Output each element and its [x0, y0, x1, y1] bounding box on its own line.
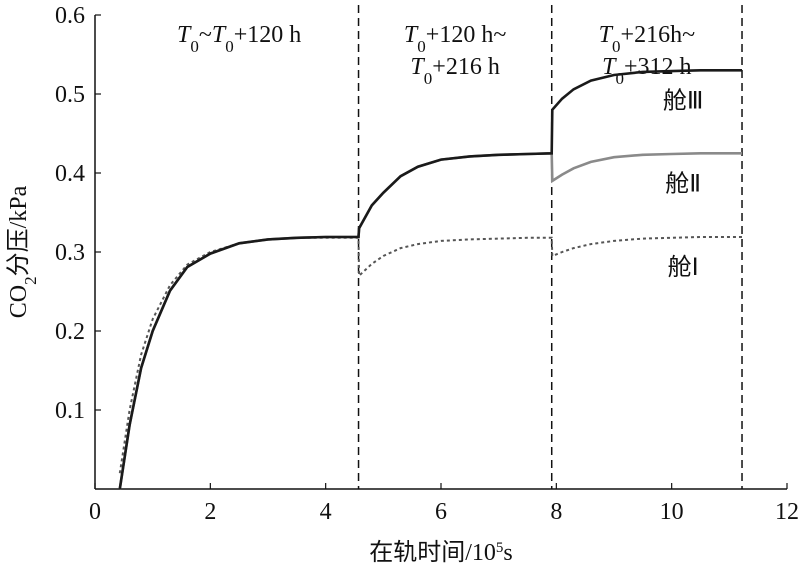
text-part: 0 [424, 69, 433, 88]
text-part: 0 [225, 37, 234, 56]
text-part: 2 [21, 276, 40, 285]
y-tick-label: 0.1 [55, 398, 85, 424]
text-part: 0 [190, 37, 199, 56]
text-part: 0 [417, 37, 426, 56]
phase-label: T0+312 h [602, 54, 691, 88]
series-label: 舱Ⅲ [663, 86, 704, 114]
text-part: +216 h [432, 54, 500, 80]
text-part: ~ [199, 22, 212, 48]
text-part: 在轨时间/10 [369, 539, 496, 566]
y-axis-label: CO2分压/kPa [5, 185, 40, 318]
text-part: T [212, 22, 227, 48]
phase-label: T0+120 h~ [404, 22, 506, 56]
x-tick-label: 10 [660, 499, 684, 525]
series-label: 舱Ⅱ [665, 169, 701, 197]
text-part: +120 h~ [426, 22, 507, 48]
y-tick-label: 0.2 [55, 319, 85, 345]
text-part: T [602, 54, 617, 80]
y-tick-label: 0.6 [55, 3, 85, 29]
text-part: 0 [616, 69, 625, 88]
text-part: +120 h [234, 22, 302, 48]
x-tick-label: 0 [89, 499, 101, 525]
phase-label: T0~T0+120 h [177, 22, 301, 56]
series-line [118, 69, 742, 490]
x-tick-label: 6 [435, 499, 447, 525]
x-tick-label: 4 [320, 499, 332, 525]
series-label: 舱Ⅰ [668, 253, 699, 281]
text-part: s [503, 540, 512, 566]
text-part: T [177, 22, 192, 48]
text-part: 0 [612, 37, 621, 56]
phase-label: T0+216 h [410, 54, 499, 88]
text-part: T [404, 22, 419, 48]
text-part: +216h~ [621, 22, 696, 48]
text-part: +312 h [624, 54, 692, 80]
x-tick-label: 8 [550, 499, 562, 525]
y-tick-label: 0.4 [55, 161, 85, 187]
text-part: 5 [496, 540, 504, 556]
x-axis-label: 在轨时间/105s [369, 539, 513, 566]
y-tick-label: 0.3 [55, 240, 85, 266]
series-line [118, 151, 742, 490]
series-line [118, 236, 742, 474]
text-part: T [410, 54, 425, 80]
text-part: T [599, 22, 614, 48]
text-part: 分压/kPa [5, 185, 32, 276]
x-tick-label: 12 [775, 499, 799, 525]
y-tick-label: 0.5 [55, 82, 85, 108]
x-tick-label: 2 [204, 499, 216, 525]
phase-label: T0+216h~ [599, 22, 695, 56]
text-part: CO [6, 285, 32, 318]
